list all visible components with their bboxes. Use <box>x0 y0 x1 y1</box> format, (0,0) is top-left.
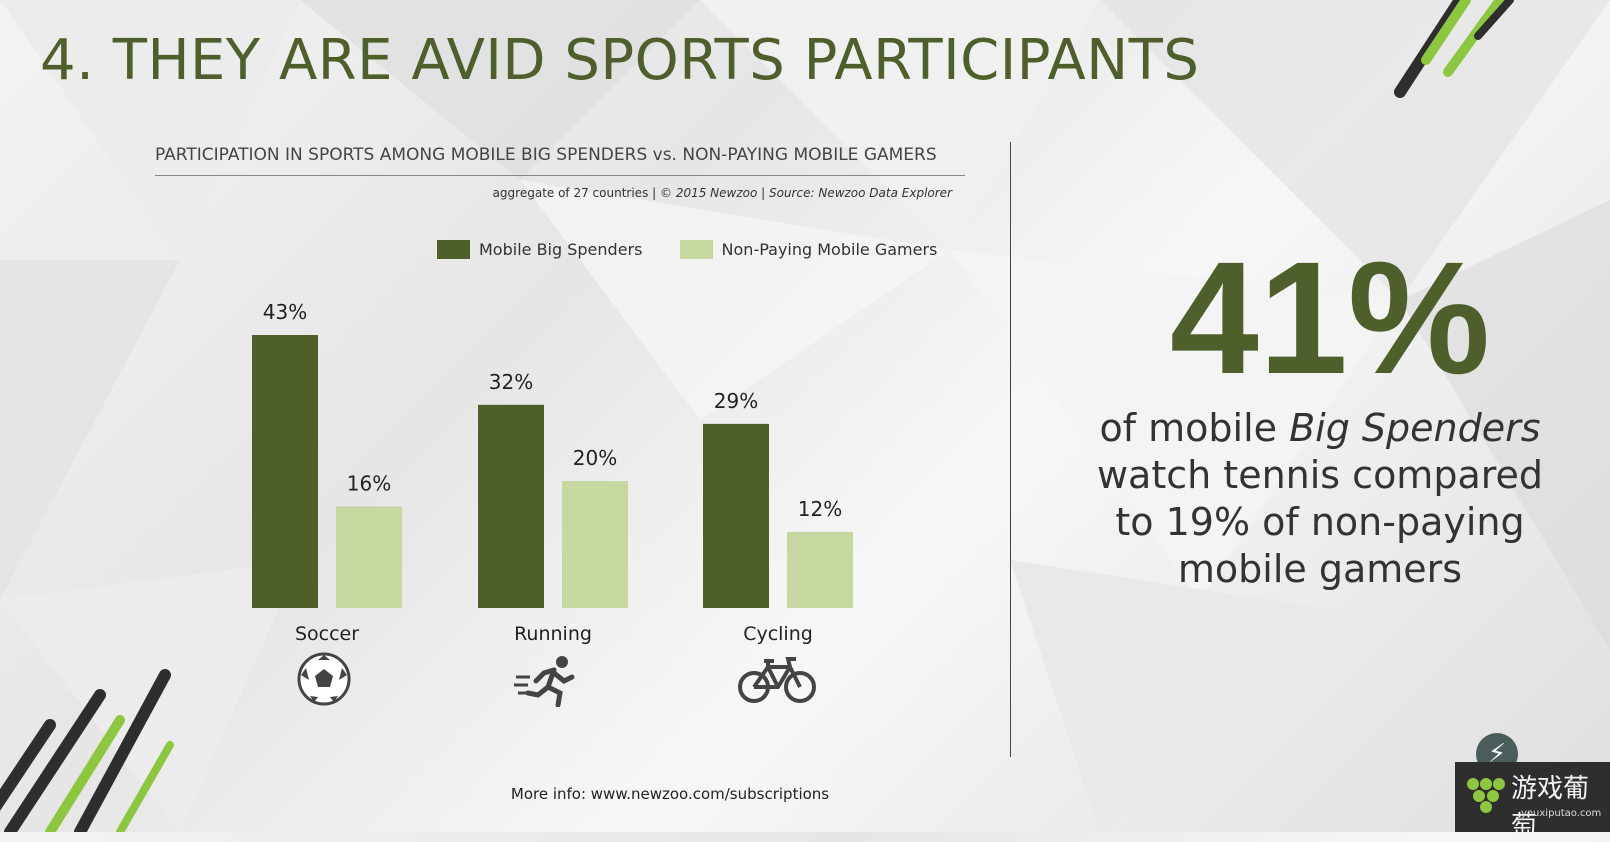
bar-soccer-non-paying-mobile-gamers <box>336 506 402 608</box>
chart-legend: Mobile Big Spenders Non-Paying Mobile Ga… <box>437 240 969 263</box>
page-title: 4. THEY ARE AVID SPORTS PARTICIPANTS <box>40 28 1200 93</box>
stat-line1-italic: Big Spenders <box>1289 406 1541 450</box>
watermark-text: 游戏葡萄 <box>1511 774 1590 841</box>
chart-title: PARTICIPATION IN SPORTS AMONG MOBILE BIG… <box>155 145 965 176</box>
chart-subtitle-plain: aggregate of 27 countries | <box>492 186 660 200</box>
data-label-running-non-paying-mobile-gamers: 20% <box>573 446 617 470</box>
bar-running-mobile-big-spenders <box>478 404 544 608</box>
category-label-running: Running <box>514 623 592 645</box>
stat-value: 41% <box>1169 228 1491 407</box>
grapes-icon <box>1467 778 1505 813</box>
data-label-soccer-mobile-big-spenders: 43% <box>263 300 307 324</box>
decorative-stripes-top-right <box>1394 0 1514 98</box>
legend-label-big-spenders: Mobile Big Spenders <box>479 240 643 259</box>
category-label-cycling: Cycling <box>743 623 813 645</box>
bar-cycling-non-paying-mobile-gamers <box>787 531 853 608</box>
category-label-soccer: Soccer <box>295 623 359 645</box>
stat-rest: watch tennis compared to 19% of non-payi… <box>1096 453 1544 591</box>
data-label-soccer-non-paying-mobile-gamers: 16% <box>347 471 391 495</box>
stat-description: of mobile Big Spenders watch tennis compa… <box>1090 405 1550 593</box>
data-label-running-mobile-big-spenders: 32% <box>489 370 533 394</box>
section-divider <box>1010 142 1011 757</box>
bar-chart: 43% 16% Soccer 32% 20% Running 29% 12% Cycling <box>252 300 853 645</box>
watermark: 游戏葡萄 youxiputao.com <box>1455 762 1610 841</box>
bar-running-non-paying-mobile-gamers <box>562 481 628 608</box>
bar-cycling-mobile-big-spenders <box>703 423 769 608</box>
footer-more-info: More info: www.newzoo.com/subscriptions <box>510 785 830 803</box>
watermark-url: youxiputao.com <box>1521 808 1602 819</box>
chart-subtitle-source: © 2015 Newzoo | Source: Newzoo Data Expl… <box>660 186 952 200</box>
data-label-cycling-non-paying-mobile-gamers: 12% <box>798 497 842 521</box>
legend-swatch-big-spenders <box>437 240 470 259</box>
chart-subtitle: aggregate of 27 countries | © 2015 Newzo… <box>155 186 952 200</box>
legend-swatch-non-paying <box>679 240 713 259</box>
data-label-cycling-mobile-big-spenders: 29% <box>714 389 758 413</box>
bar-soccer-mobile-big-spenders <box>252 335 318 608</box>
legend-item-big-spenders: Mobile Big Spenders <box>437 240 642 259</box>
bicycle-icon <box>738 657 816 703</box>
runner-icon <box>514 656 575 707</box>
legend-item-non-paying: Non-Paying Mobile Gamers <box>679 240 938 259</box>
decorative-stripes-bottom-left <box>0 669 174 832</box>
legend-label-non-paying: Non-Paying Mobile Gamers <box>721 240 938 259</box>
soccer-ball-icon <box>297 652 351 706</box>
stat-line1-plain: of mobile <box>1099 406 1290 450</box>
